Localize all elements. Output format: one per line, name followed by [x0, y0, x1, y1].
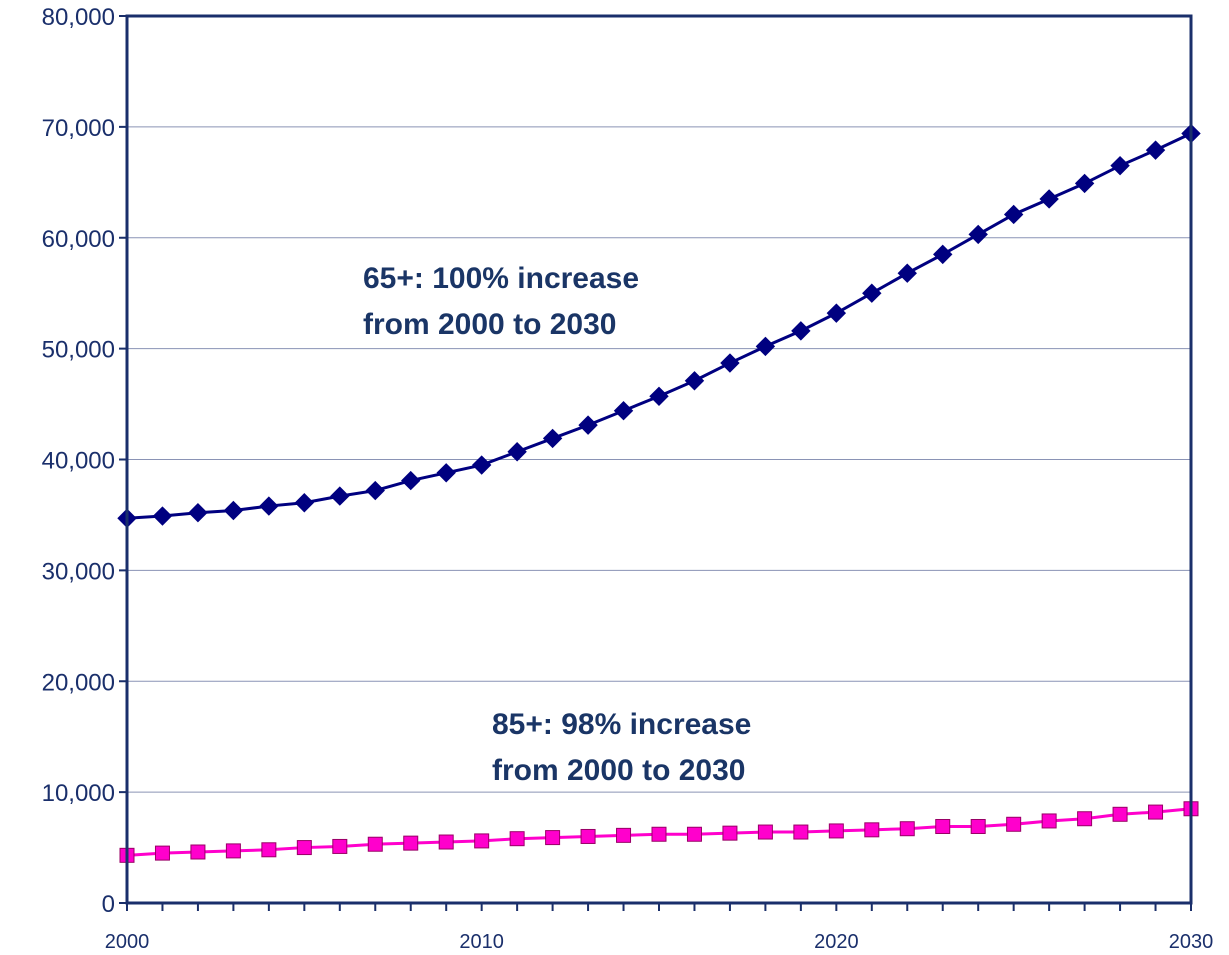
- data-point: [154, 845, 170, 861]
- y-tick-label: 0: [102, 891, 115, 918]
- data-point: [791, 321, 811, 341]
- data-point: [933, 244, 953, 265]
- data-point: [755, 336, 776, 357]
- data-point: [471, 455, 492, 475]
- data-point: [686, 826, 702, 842]
- data-point: [826, 303, 847, 323]
- x-axis-ticks: 2000 2010 2020 2030: [105, 903, 1214, 953]
- data-point: [1148, 804, 1164, 820]
- data-point: [507, 442, 527, 462]
- x-tick-label: 2000: [105, 931, 150, 953]
- series-line-0: [126, 132, 1192, 520]
- y-axis-ticks: 0 10,000 20,000 30,000 40,000 50,000 60,000 70,…: [42, 4, 127, 918]
- data-point: [403, 835, 419, 851]
- y-tick-label: 10,000: [42, 780, 115, 807]
- data-point: [332, 838, 348, 854]
- y-tick-label: 70,000: [42, 115, 115, 142]
- y-tick-label: 30,000: [42, 558, 115, 585]
- data-point: [1077, 811, 1093, 827]
- data-point: [684, 371, 705, 391]
- data-point: [899, 821, 915, 837]
- x-tick-label: 2020: [814, 931, 859, 953]
- data-point: [545, 830, 561, 846]
- data-point: [474, 833, 490, 849]
- y-tick-label: 60,000: [42, 226, 115, 253]
- data-point: [1112, 806, 1128, 822]
- data-point: [367, 836, 383, 852]
- x-tick-label: 2010: [459, 931, 504, 953]
- annotations: 65+: 100% increase from 2000 to 2030 85+…: [363, 262, 751, 787]
- data-point: [720, 353, 740, 373]
- data-point: [225, 843, 241, 859]
- data-point: [438, 834, 454, 850]
- data-point: [935, 818, 951, 834]
- data-point: [757, 824, 773, 840]
- data-point: [968, 224, 988, 245]
- data-point: [261, 842, 277, 858]
- data-point: [223, 500, 244, 521]
- data-point: [1039, 189, 1059, 209]
- data-point: [190, 844, 206, 860]
- annotation-65-line2: from 2000 to 2030: [363, 308, 616, 341]
- data-point: [578, 415, 598, 435]
- data-point: [722, 825, 738, 841]
- series-group: [117, 123, 1201, 863]
- data-point: [542, 428, 563, 449]
- y-tick-label: 50,000: [42, 337, 115, 364]
- data-point: [509, 831, 525, 847]
- data-point: [330, 486, 350, 506]
- annotation-85-line2: from 2000 to 2030: [492, 754, 745, 787]
- data-point: [152, 506, 173, 526]
- data-point: [365, 480, 385, 501]
- data-point: [651, 826, 667, 842]
- data-point: [1006, 816, 1022, 832]
- data-point: [793, 824, 809, 840]
- gridlines: [127, 126, 1191, 793]
- data-point: [1074, 173, 1095, 194]
- data-point: [401, 470, 421, 491]
- plot-area-frame: [125, 14, 1193, 905]
- data-point: [862, 283, 882, 303]
- data-point: [828, 823, 844, 839]
- y-tick-label: 80,000: [42, 4, 115, 31]
- data-point: [1003, 204, 1024, 225]
- data-point: [649, 386, 669, 407]
- data-point: [613, 401, 634, 421]
- x-tick-label: 2030: [1169, 931, 1214, 953]
- data-point: [296, 840, 312, 856]
- y-tick-label: 40,000: [42, 448, 115, 475]
- annotation-65-line1: 65+: 100% increase: [363, 262, 639, 295]
- y-tick-label: 20,000: [42, 669, 115, 696]
- data-point: [1145, 140, 1166, 160]
- data-point: [259, 496, 279, 516]
- data-point: [580, 828, 596, 844]
- data-point: [188, 503, 208, 523]
- data-point: [897, 263, 917, 283]
- data-point: [294, 493, 315, 513]
- data-point: [1041, 813, 1057, 829]
- annotation-85-line1: 85+: 98% increase: [492, 708, 751, 741]
- data-point: [436, 463, 456, 483]
- data-point: [1110, 155, 1130, 176]
- data-point: [864, 822, 880, 838]
- data-point: [616, 827, 632, 843]
- data-point: [970, 818, 986, 834]
